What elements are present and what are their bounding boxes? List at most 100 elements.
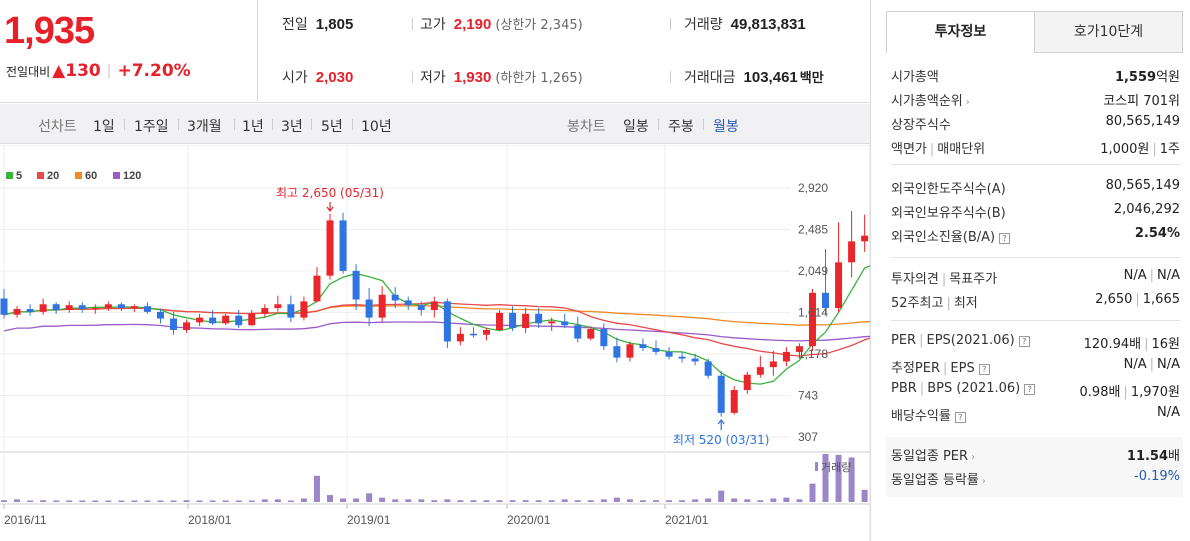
volume-bar [183,500,190,502]
volume-bar [861,489,868,502]
volume-bar [639,500,646,502]
volume-bar [66,500,73,502]
volume-legend-swatch [815,462,818,471]
ma-line-5 [3,265,870,385]
candle-body [678,356,686,359]
volume-bar [809,483,816,502]
legend-label: 5 [16,170,22,182]
volume-legend-label: 거래량 [821,461,851,474]
foreign-limit-row: 외국인한도주식수(A) 80,565,149 [891,178,1180,197]
candle-body [808,292,816,347]
candle-weekly[interactable]: 주봉 [668,119,694,135]
volume-bar [431,500,438,502]
period-10y[interactable]: 10년 [361,119,392,135]
legend-swatch [6,172,13,179]
volume-bar [574,500,581,502]
candle-body [143,306,151,312]
x-tick-label: 2019/01 [347,513,391,527]
help-icon[interactable]: ? [1018,336,1030,347]
volume-bar [209,500,216,502]
volume-bar [653,500,659,502]
ma-line-120 [3,321,870,342]
volume-bar [340,498,347,502]
candle-body [756,367,764,375]
help-icon[interactable]: ? [1024,384,1036,395]
volume-bar [105,500,112,502]
y-tick-label: 2,485 [798,222,828,236]
candle-body [639,344,647,349]
period-1y[interactable]: 1년 [242,119,264,135]
market-cap-row: 시가총액 1,559억원 [891,70,1180,85]
candle-body [196,317,204,323]
volume-bar [705,498,712,502]
chevron-right-icon: › [971,452,976,463]
x-tick-label: 2016/11 [4,513,47,527]
sector-per-row[interactable]: 동일업종 PER › 11.54배 [891,449,1180,464]
candle-daily[interactable]: 일봉 [623,119,649,135]
open-price: 시가 2,030 [282,69,354,86]
sector-section [886,437,1183,497]
cap-rank-row[interactable]: 시가총액순위 › 코스피 701위 [891,94,1180,109]
min-annotation: 최저 520 (03/31) [673,433,770,447]
volume-bar [131,500,138,502]
volume-bar [40,500,47,502]
candle-body [822,292,830,309]
volume-bar [14,499,21,502]
volume-bar [457,500,464,502]
sector-change-row[interactable]: 동일업종 등락률 › -0.19% [891,469,1180,488]
volume-bar [53,500,60,502]
candle-body [482,329,490,335]
period-3y[interactable]: 3년 [281,119,303,135]
candle-body [730,390,738,413]
tab-order-book[interactable]: 호가10단계 [1034,11,1183,53]
candle-body [391,294,399,301]
volume-bar [313,475,320,502]
candle-body [78,305,86,310]
candle-monthly[interactable]: 월봉 [713,119,739,135]
period-3m[interactable]: 3개월 [187,119,222,135]
candle-body [456,333,464,342]
volume-bar [366,493,373,502]
divider: | [106,63,112,79]
candle-body [300,301,308,318]
high-price: 고가 2,190 (상한가 2,345) [420,16,583,33]
y-tick-label: 2,049 [798,264,828,278]
candle-body [769,361,777,368]
volume-bar [418,499,425,502]
help-icon[interactable]: ? [954,412,966,423]
period-1w[interactable]: 1주일 [134,119,169,135]
y-tick-label: 307 [798,430,818,444]
volume-bar [770,498,777,502]
volume-bar [261,499,268,502]
volume-bar [118,500,125,502]
low-price: 저가 1,930 (하한가 1,265) [420,69,583,86]
volume-bar [666,500,673,502]
candle-body [274,304,282,309]
volume-bar [561,499,568,502]
volume-bar [444,499,451,502]
stock-chart: 2,920 2,485 2,049 1,614 1,178 743 307 2016/11 20… [0,145,870,541]
volume-bar [353,498,360,502]
candle-body [91,308,99,310]
volume-bar [287,500,294,502]
candle-body [496,312,504,330]
tab-invest-info[interactable]: 투자정보 [886,11,1035,53]
help-icon[interactable]: ? [978,364,990,375]
candle-body [782,351,790,362]
per-row: PER | EPS(2021.06)? 120.94배 | 16원 [891,333,1180,352]
candle-body [665,351,673,357]
volume-bar [222,500,229,502]
period-1d[interactable]: 1일 [93,119,115,135]
legend-swatch [113,172,120,179]
candle-body [156,311,164,319]
volume-bar [679,500,686,502]
prev-close: 전일 1,805 [282,16,354,33]
period-5y[interactable]: 5년 [321,119,343,135]
candle-body [352,270,360,300]
volume-bar [848,457,855,502]
candle-body [548,321,556,324]
invest-info-panel: 투자정보 호가10단계 시가총액 1,559억원 시가총액순위 › 코스피 701… [870,0,1190,541]
candle-body [26,309,34,312]
help-icon[interactable]: ? [999,233,1011,244]
candle-body [313,275,321,302]
